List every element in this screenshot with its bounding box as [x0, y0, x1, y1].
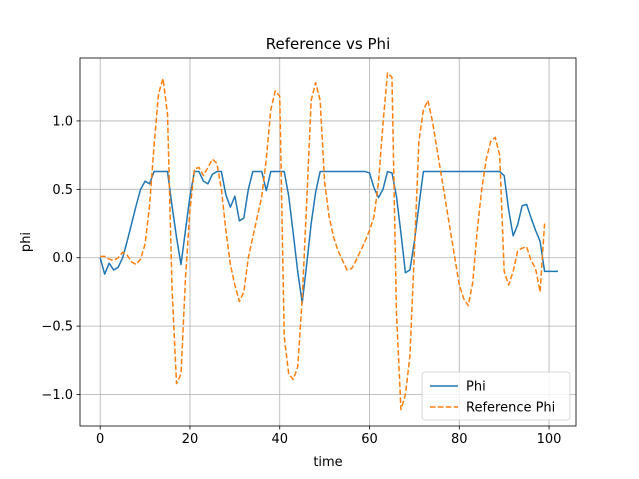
y-tick-label: −1.0	[41, 388, 73, 403]
legend: Phi Reference Phi	[421, 371, 571, 421]
x-tick-label: 0	[96, 432, 104, 447]
chart-title: Reference vs Phi	[266, 35, 390, 53]
legend-label: Phi	[466, 380, 486, 395]
y-tick-label: 1.0	[52, 114, 73, 129]
tick-layer: 0 20 40 60 80 100 −1.0 −0.5 0.0 0.5 1.0	[41, 114, 561, 447]
x-tick-label: 20	[182, 432, 199, 447]
series-line-reference-phi	[100, 72, 546, 411]
legend-label: Reference Phi	[466, 401, 555, 416]
x-tick-label: 40	[271, 432, 288, 447]
y-tick-label: −0.5	[41, 320, 73, 335]
axes-frame	[79, 57, 577, 427]
series-line-phi	[99, 170, 559, 304]
y-axis-label: phi	[19, 232, 34, 252]
plot-layer	[99, 72, 559, 411]
y-tick-label: 0.0	[52, 251, 73, 266]
x-tick-label: 100	[537, 432, 562, 447]
x-tick-label: 80	[451, 432, 468, 447]
x-axis-label: time	[313, 455, 342, 470]
x-tick-label: 60	[361, 432, 378, 447]
legend-box	[421, 371, 571, 421]
y-tick-label: 0.5	[52, 183, 73, 198]
